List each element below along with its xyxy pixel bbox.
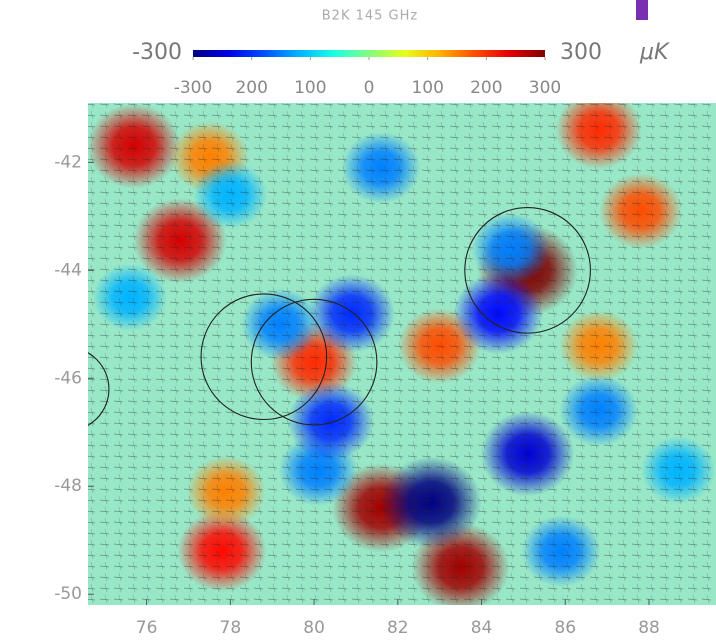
colorbar (193, 50, 545, 57)
source-circle (250, 298, 378, 426)
colorbar-tick-label: 200 (470, 78, 502, 98)
colorbar-tick-label: 200 (235, 78, 267, 98)
colorbar-tick-label: 100 (294, 78, 326, 98)
map (88, 103, 716, 605)
source-circle (200, 293, 328, 421)
source-circle (88, 352, 110, 426)
x-tick-label: 86 (554, 618, 576, 638)
colorbar-tick-label: 100 (411, 78, 443, 98)
y-tick-label: -46 (54, 368, 82, 388)
x-tick-label: 84 (471, 618, 493, 638)
y-tick-label: -44 (54, 260, 82, 280)
colorbar-min: -300 (132, 40, 182, 65)
y-tick-label: -48 (54, 476, 82, 496)
colorbar-tick-label: 300 (529, 78, 561, 98)
x-tick-label: 82 (387, 618, 409, 638)
source-circle (464, 206, 591, 334)
y-tick-label: -50 (54, 584, 82, 604)
x-tick-label: 80 (303, 618, 325, 638)
chart-title: B2K 145 GHz (322, 9, 418, 24)
colorbar-tick-label: -300 (174, 78, 213, 98)
polarization-vectors (88, 103, 716, 605)
y-tick-label: -42 (54, 152, 82, 172)
x-tick-label: 88 (638, 618, 660, 638)
colorbar-tick-label: 0 (364, 78, 375, 98)
corner-mark (636, 0, 648, 20)
colorbar-max: 300 (560, 40, 602, 65)
x-tick-label: 76 (136, 618, 158, 638)
x-tick-label: 78 (220, 618, 242, 638)
colorbar-unit: μK (639, 40, 670, 65)
